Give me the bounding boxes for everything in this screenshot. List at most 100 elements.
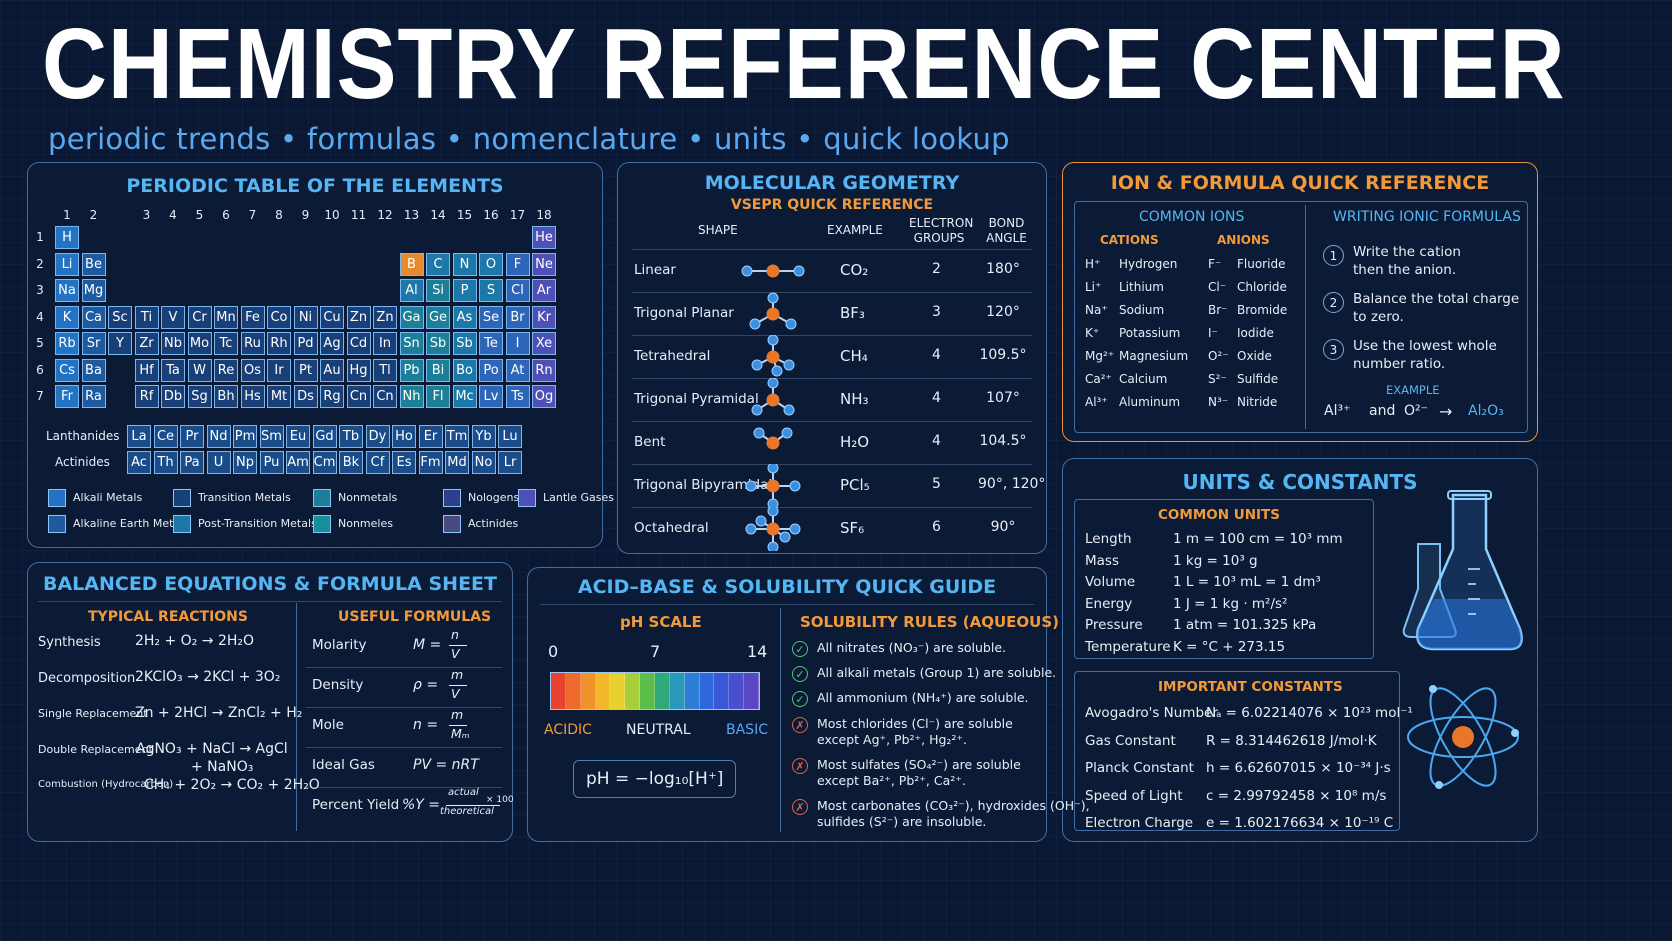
reaction-type: Single Replacement	[38, 707, 148, 720]
element-cell: Tl	[373, 358, 397, 382]
reaction-type: Double Replacement	[38, 743, 153, 756]
column-header: EXAMPLE	[827, 223, 883, 237]
formula-name: Percent Yield	[312, 797, 400, 813]
legend-swatch	[313, 489, 331, 507]
group-number: 9	[301, 208, 310, 222]
constant-value: Nₐ = 6.02214076 × 10²³ mol⁻¹	[1206, 705, 1413, 721]
ion-symbol: Ca²⁺	[1085, 372, 1112, 386]
element-cell: Cd	[346, 332, 371, 355]
element-cell: Hg	[346, 358, 371, 382]
ion-symbol: I⁻	[1208, 326, 1218, 340]
element-cell: U	[206, 451, 231, 474]
bond-angle: 90°	[990, 519, 1016, 535]
element-cell: Sn	[399, 332, 424, 355]
element-cell: F	[505, 252, 530, 276]
element-cell: Be	[81, 252, 106, 276]
ion-name: Hydrogen	[1119, 257, 1178, 271]
fraction-denominator: V	[451, 686, 460, 701]
element-cell: Ba	[81, 358, 106, 382]
divider	[296, 603, 297, 831]
common-ions-title: COMMON IONS	[1139, 209, 1245, 225]
element-cell: Cl	[505, 279, 530, 302]
element-cell: Al	[399, 279, 424, 302]
anions-label: ANIONS	[1217, 233, 1270, 247]
ion-name: Nitride	[1237, 395, 1278, 409]
writing-title: WRITING IONIC FORMULAS	[1333, 209, 1521, 225]
molecule-model-icon	[745, 464, 801, 508]
formula-lhs: PV = nRT	[413, 757, 479, 773]
fraction-denominator: Mₘ	[451, 726, 470, 741]
formula-name: Mole	[312, 717, 344, 733]
shape-name: Linear	[634, 262, 676, 278]
example-formula: NH₃	[840, 390, 869, 408]
element-cell: Co	[267, 305, 291, 329]
element-cell: Ts	[505, 385, 530, 408]
ph-segment	[729, 673, 745, 709]
ion-symbol: Li⁺	[1085, 280, 1102, 294]
ion-symbol: Mg²⁺	[1085, 349, 1115, 363]
bond-angle: 180°	[986, 261, 1020, 277]
molecule-model-icon	[745, 507, 801, 551]
element-cell: Ds	[293, 385, 318, 408]
period-number: 5	[36, 336, 44, 350]
ph-segment	[699, 673, 715, 709]
solubility-rule: Most carbonates (CO₃²⁻), hydroxides (OH⁻…	[817, 798, 1090, 813]
element-cell: N	[452, 252, 477, 276]
ph-segment	[640, 673, 656, 709]
ph-segment	[595, 673, 611, 709]
unit-value: 1 L = 10³ mL = 1 dm³	[1173, 574, 1321, 590]
row-divider	[632, 464, 1032, 465]
unit-label: Mass	[1085, 552, 1119, 569]
element-cell: Ar	[532, 279, 556, 302]
group-number: 6	[222, 208, 230, 222]
fraction-bar	[449, 725, 467, 726]
element-cell: Th	[153, 451, 178, 474]
element-cell: Ta	[161, 358, 185, 382]
element-cell: C	[426, 252, 450, 276]
common-ions-box	[1074, 201, 1528, 433]
ion-name: Fluoride	[1237, 257, 1286, 271]
legend-label: Transition Metals	[198, 491, 291, 504]
divider	[780, 608, 781, 832]
electron-groups: 4	[932, 390, 941, 406]
ph-scale-title: pH SCALE	[620, 613, 702, 631]
ion-symbol: Al³⁺	[1085, 395, 1108, 409]
element-cell: Ru	[240, 332, 265, 355]
legend-label: Nologens	[468, 491, 520, 504]
formula-name: Ideal Gas	[312, 757, 375, 773]
group-number: 11	[350, 208, 367, 222]
actinides-label: Actinides	[55, 455, 110, 469]
shape-name: Trigonal Pyramidal	[634, 391, 759, 407]
electron-groups: 3	[932, 304, 941, 320]
check-icon: ✓	[792, 641, 808, 657]
element-cell: Mo	[187, 332, 212, 355]
step-text: then the anion.	[1353, 262, 1457, 278]
fraction-denominator: V	[451, 646, 460, 661]
ph-segment	[684, 673, 700, 709]
element-cell: Mg	[81, 279, 106, 302]
period-number: 7	[36, 389, 44, 403]
element-cell: O	[479, 252, 503, 276]
element-cell: Rb	[55, 332, 79, 355]
legend-swatch	[518, 489, 536, 507]
element-cell: As	[452, 305, 477, 329]
legend-swatch	[173, 515, 191, 533]
element-cell: Np	[233, 451, 257, 474]
bond-angle: 109.5°	[979, 347, 1027, 363]
legend-swatch	[443, 515, 461, 533]
ion-name: Calcium	[1119, 372, 1168, 386]
group-number: 17	[509, 208, 526, 222]
constant-label: Gas Constant	[1085, 732, 1176, 749]
legend-label: Post-Transition Metals	[198, 517, 317, 530]
element-cell: Na	[55, 279, 79, 302]
electron-groups: 6	[932, 519, 941, 535]
period-number: 6	[36, 362, 44, 377]
example-cation: Al³⁺	[1324, 403, 1351, 419]
element-cell: Fm	[418, 451, 443, 474]
element-cell: Cu	[320, 305, 344, 329]
example-formula: SF₆	[840, 519, 865, 537]
element-cell: Ni	[293, 305, 318, 329]
check-icon: ✓	[792, 691, 808, 707]
element-cell: Pa	[180, 451, 204, 474]
unit-value: 1 m = 100 cm = 10³ mm	[1173, 531, 1343, 547]
